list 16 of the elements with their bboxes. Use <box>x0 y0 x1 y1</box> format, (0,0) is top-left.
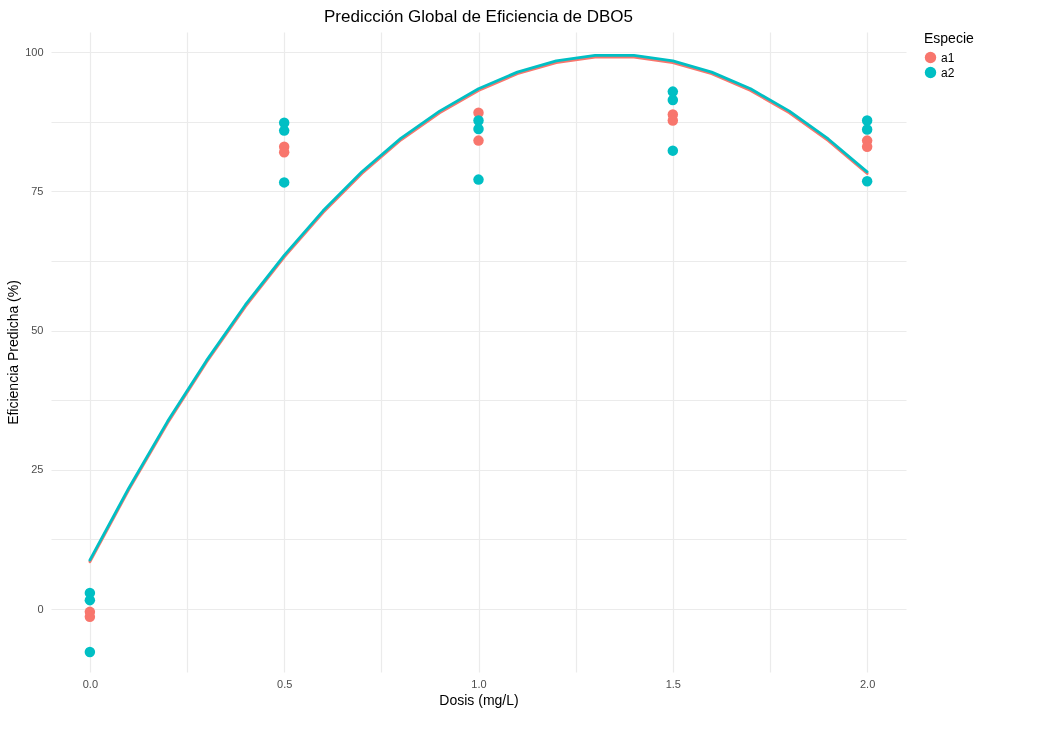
y-tick-label: 50 <box>31 324 44 337</box>
legend-title: Especie <box>924 30 975 46</box>
y-tick-label: 0 <box>37 602 44 615</box>
y-axis-title: Eficiencia Predicha (%) <box>5 280 22 425</box>
x-tick-label: 1.0 <box>471 677 487 690</box>
y-tick-label: 25 <box>31 463 44 476</box>
y-tick-label: 75 <box>31 184 44 197</box>
legend-label: a2 <box>941 65 955 80</box>
y-tick-label: 100 <box>25 45 44 58</box>
x-tick-label: 0.0 <box>82 677 99 690</box>
x-axis-title: Dosis (mg/L) <box>439 691 519 708</box>
x-tick-label: 1.5 <box>665 677 681 690</box>
x-tick-label: 2.0 <box>859 677 876 690</box>
chart-title: Predicción Global de Eficiencia de DBO5 <box>324 7 633 26</box>
x-tick-label: 0.5 <box>277 677 293 690</box>
legend-label: a1 <box>941 50 955 65</box>
